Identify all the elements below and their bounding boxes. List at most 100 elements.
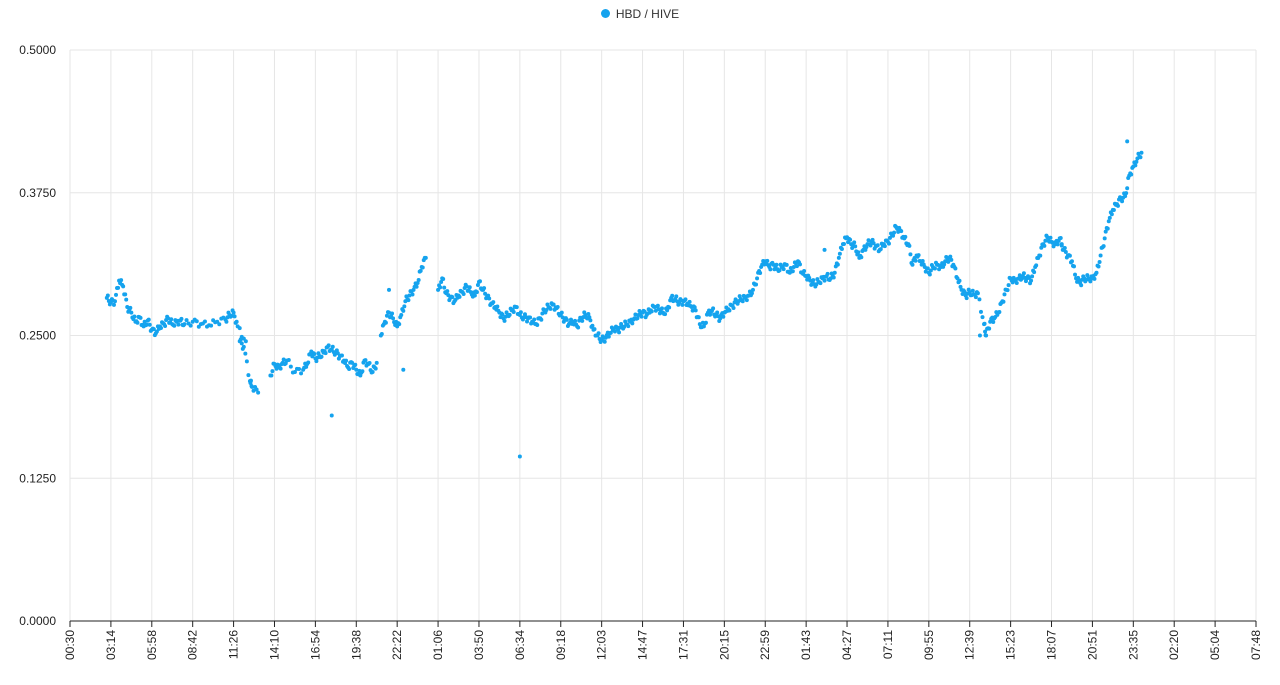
- data-point: [1048, 235, 1053, 240]
- data-point: [312, 351, 317, 356]
- data-point: [882, 244, 887, 249]
- data-point: [386, 287, 391, 292]
- data-point: [586, 311, 591, 316]
- x-tick-label: 15:23: [1004, 630, 1018, 660]
- data-point: [975, 291, 980, 296]
- data-point: [907, 243, 912, 248]
- data-point: [339, 353, 344, 358]
- data-point: [1111, 208, 1116, 213]
- data-point: [239, 341, 244, 346]
- data-point: [1032, 270, 1037, 275]
- data-point: [653, 308, 658, 313]
- data-point: [401, 308, 406, 313]
- data-point: [1002, 292, 1007, 297]
- data-point: [163, 323, 168, 328]
- data-point: [124, 297, 129, 302]
- data-point: [977, 297, 982, 302]
- data-point: [299, 371, 304, 376]
- data-points: [104, 139, 1144, 459]
- data-point: [391, 316, 396, 321]
- x-tick-label: 20:15: [717, 630, 731, 660]
- data-point: [967, 290, 972, 295]
- data-point: [319, 354, 324, 359]
- data-point: [129, 310, 134, 315]
- data-point: [370, 370, 375, 375]
- data-point: [151, 327, 156, 332]
- data-point: [559, 310, 564, 315]
- data-point: [383, 320, 388, 325]
- data-point: [234, 319, 239, 324]
- data-point: [948, 254, 953, 259]
- x-tick-label: 03:14: [104, 630, 118, 660]
- data-point: [928, 268, 933, 273]
- data-point: [798, 262, 803, 267]
- data-point: [1092, 276, 1097, 281]
- data-point: [639, 314, 644, 319]
- data-point: [715, 310, 720, 315]
- data-point: [172, 323, 177, 328]
- data-point: [363, 358, 368, 363]
- x-tick-label: 04:27: [840, 630, 854, 660]
- data-point: [1129, 172, 1134, 177]
- data-point: [617, 330, 622, 335]
- data-point: [217, 322, 222, 327]
- data-point: [540, 311, 545, 316]
- data-point: [920, 259, 925, 264]
- data-point: [251, 388, 256, 393]
- data-point: [243, 351, 248, 356]
- data-point: [913, 258, 918, 263]
- data-point: [957, 278, 962, 283]
- data-point: [184, 318, 189, 323]
- data-point: [144, 322, 149, 327]
- data-point: [903, 234, 908, 239]
- data-point: [946, 259, 951, 264]
- data-point: [367, 361, 372, 366]
- data-point: [608, 330, 613, 335]
- x-tick-label: 08:42: [186, 630, 200, 660]
- data-point: [121, 284, 126, 289]
- data-point: [314, 359, 319, 364]
- data-point: [132, 314, 137, 319]
- x-tick-label: 07:48: [1249, 630, 1263, 660]
- data-point: [373, 366, 378, 371]
- x-tick-label: 09:55: [922, 630, 936, 660]
- data-point: [491, 300, 496, 305]
- data-point: [978, 309, 983, 314]
- data-point: [925, 266, 930, 271]
- data-point: [1096, 264, 1101, 269]
- x-tick-label: 02:20: [1167, 630, 1181, 660]
- data-point: [1062, 246, 1067, 251]
- x-tick-label: 01:43: [799, 630, 813, 660]
- data-point: [1034, 263, 1039, 268]
- legend[interactable]: HBD / HIVE: [0, 6, 1280, 21]
- data-point: [147, 322, 152, 327]
- data-point: [718, 316, 723, 321]
- data-point: [246, 373, 251, 378]
- data-point: [450, 295, 455, 300]
- data-point: [596, 331, 601, 336]
- data-point: [354, 367, 359, 372]
- data-point: [708, 312, 713, 317]
- data-point: [670, 293, 675, 298]
- data-point: [495, 304, 500, 309]
- x-tick-label: 07:11: [881, 630, 895, 659]
- data-point: [825, 271, 830, 276]
- data-point: [123, 292, 128, 297]
- data-point: [1136, 151, 1141, 156]
- data-point: [642, 309, 647, 314]
- data-point: [970, 288, 975, 293]
- data-point: [514, 305, 519, 310]
- data-point: [176, 322, 181, 327]
- data-point: [602, 339, 607, 344]
- data-point: [659, 306, 664, 311]
- data-point: [1120, 199, 1125, 204]
- data-point: [587, 315, 592, 320]
- data-point: [511, 310, 516, 315]
- data-point: [875, 243, 880, 248]
- data-point: [635, 316, 640, 321]
- data-point: [335, 351, 340, 356]
- y-tick-label: 0.5000: [19, 43, 56, 57]
- x-tick-label: 17:31: [676, 630, 690, 660]
- data-point: [390, 311, 395, 316]
- x-tick-label: 11:26: [227, 630, 241, 659]
